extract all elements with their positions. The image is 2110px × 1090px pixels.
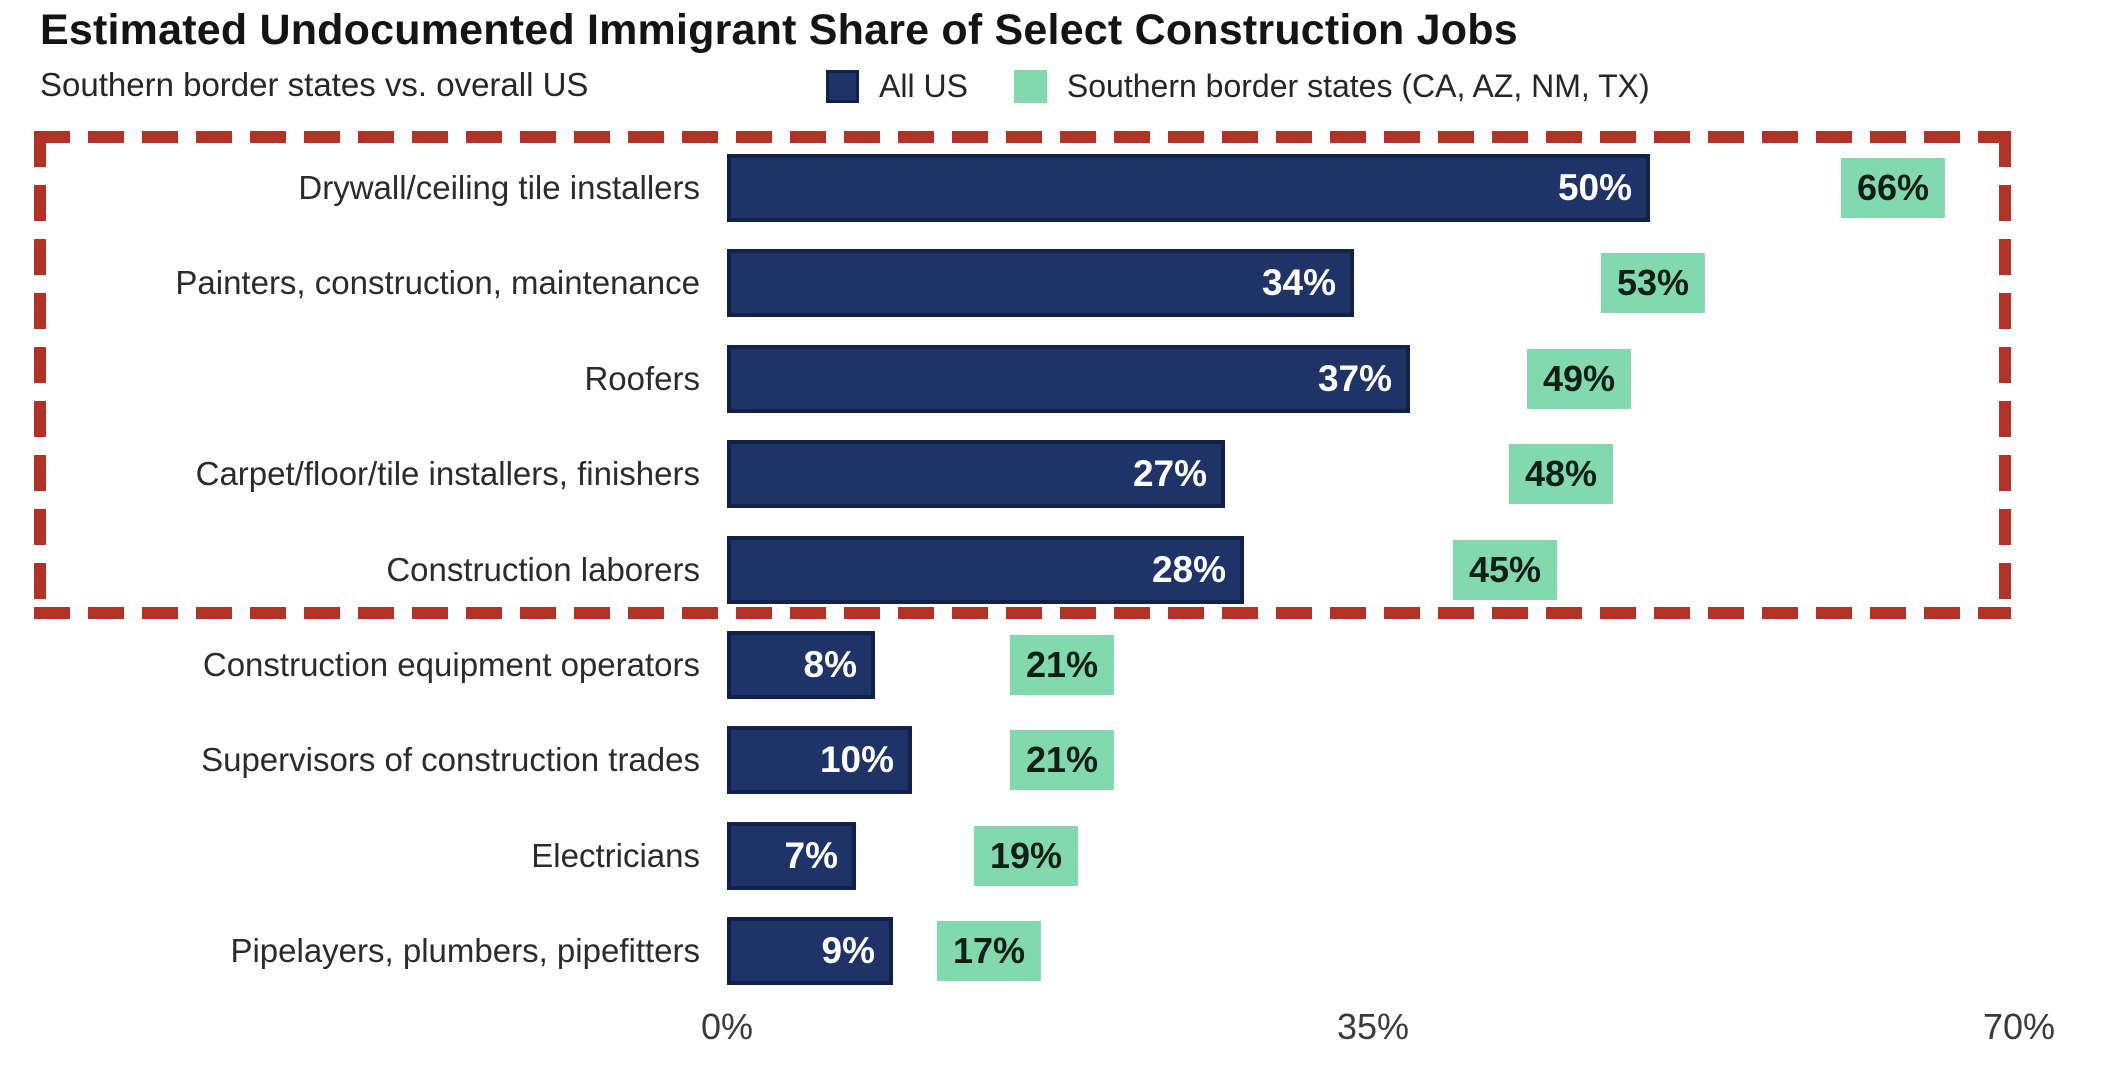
bar-value-label: 8% <box>803 644 857 685</box>
chart-subtitle: Southern border states vs. overall US <box>40 66 589 103</box>
bar-value-label: 7% <box>784 834 838 876</box>
badge-value-label: 49% <box>1542 357 1615 399</box>
badge-value-label: 21% <box>1025 644 1098 685</box>
bar-all-us: 27% <box>727 440 1225 509</box>
badge-value-label: 21% <box>1025 739 1098 781</box>
bar-value-label: 27% <box>1132 453 1207 495</box>
badge-value-label: 19% <box>989 834 1062 876</box>
border-states-value-badge: 66% <box>1840 158 1945 218</box>
x-axis-tick-label: 70% <box>1982 1006 2056 1047</box>
category-label: Supervisors of construction trades <box>201 741 700 779</box>
border-states-value-badge: 49% <box>1526 348 1631 409</box>
border-states-value-badge: 45% <box>1452 539 1557 600</box>
bar-value-label: 34% <box>1261 262 1336 304</box>
border-states-value-badge: 21% <box>1009 635 1114 695</box>
category-label: Electricians <box>531 836 700 874</box>
bar-all-us: 10% <box>727 726 912 795</box>
bar-value-label: 37% <box>1317 357 1392 399</box>
category-label: Carpet/floor/tile installers, finishers <box>195 455 700 493</box>
category-label: Construction laborers <box>386 550 700 588</box>
x-axis-tick-label: 35% <box>1336 1006 1410 1047</box>
bar-value-label: 28% <box>1151 548 1226 590</box>
bar-value-label: 9% <box>821 930 875 972</box>
legend-label-border-states: Southern border states (CA, AZ, NM, TX) <box>1066 68 1650 104</box>
bar-all-us: 37% <box>727 344 1410 413</box>
bar-all-us: 7% <box>727 821 856 890</box>
legend: All US Southern border states (CA, AZ, N… <box>826 68 1650 105</box>
bar-all-us: 28% <box>727 535 1244 604</box>
x-axis-tick-label: 0% <box>700 1006 754 1047</box>
bar-value-label: 10% <box>819 739 894 781</box>
bar-all-us: 50% <box>727 154 1650 222</box>
border-states-value-badge: 17% <box>936 921 1041 982</box>
bar-all-us: 9% <box>727 917 893 986</box>
badge-value-label: 66% <box>1856 167 1929 208</box>
border-states-value-badge: 53% <box>1600 253 1705 314</box>
border-states-value-badge: 48% <box>1508 444 1613 505</box>
border-states-value-badge: 19% <box>973 825 1078 886</box>
category-label: Pipelayers, plumbers, pipefitters <box>230 932 700 970</box>
highlight-box-right-edge <box>1999 131 2011 619</box>
badge-value-label: 17% <box>952 930 1025 972</box>
highlight-box-top-edge <box>34 131 2011 143</box>
bar-value-label: 50% <box>1557 167 1632 208</box>
category-label: Painters, construction, maintenance <box>175 264 700 302</box>
highlight-box-bottom-edge <box>34 607 2011 619</box>
legend-swatch-border-states <box>1013 70 1047 103</box>
legend-swatch-all-us <box>826 70 859 103</box>
bar-all-us: 34% <box>727 249 1354 318</box>
chart-title: Estimated Undocumented Immigrant Share o… <box>40 6 1518 54</box>
border-states-value-badge: 21% <box>1009 730 1114 791</box>
category-label: Construction equipment operators <box>202 646 700 683</box>
badge-value-label: 45% <box>1468 548 1541 590</box>
bar-all-us: 8% <box>727 631 875 699</box>
legend-label-all-us: All US <box>879 68 968 104</box>
badge-value-label: 53% <box>1616 262 1689 304</box>
badge-value-label: 48% <box>1524 453 1597 495</box>
category-label: Drywall/ceiling tile installers <box>298 169 700 206</box>
category-label: Roofers <box>584 359 700 397</box>
